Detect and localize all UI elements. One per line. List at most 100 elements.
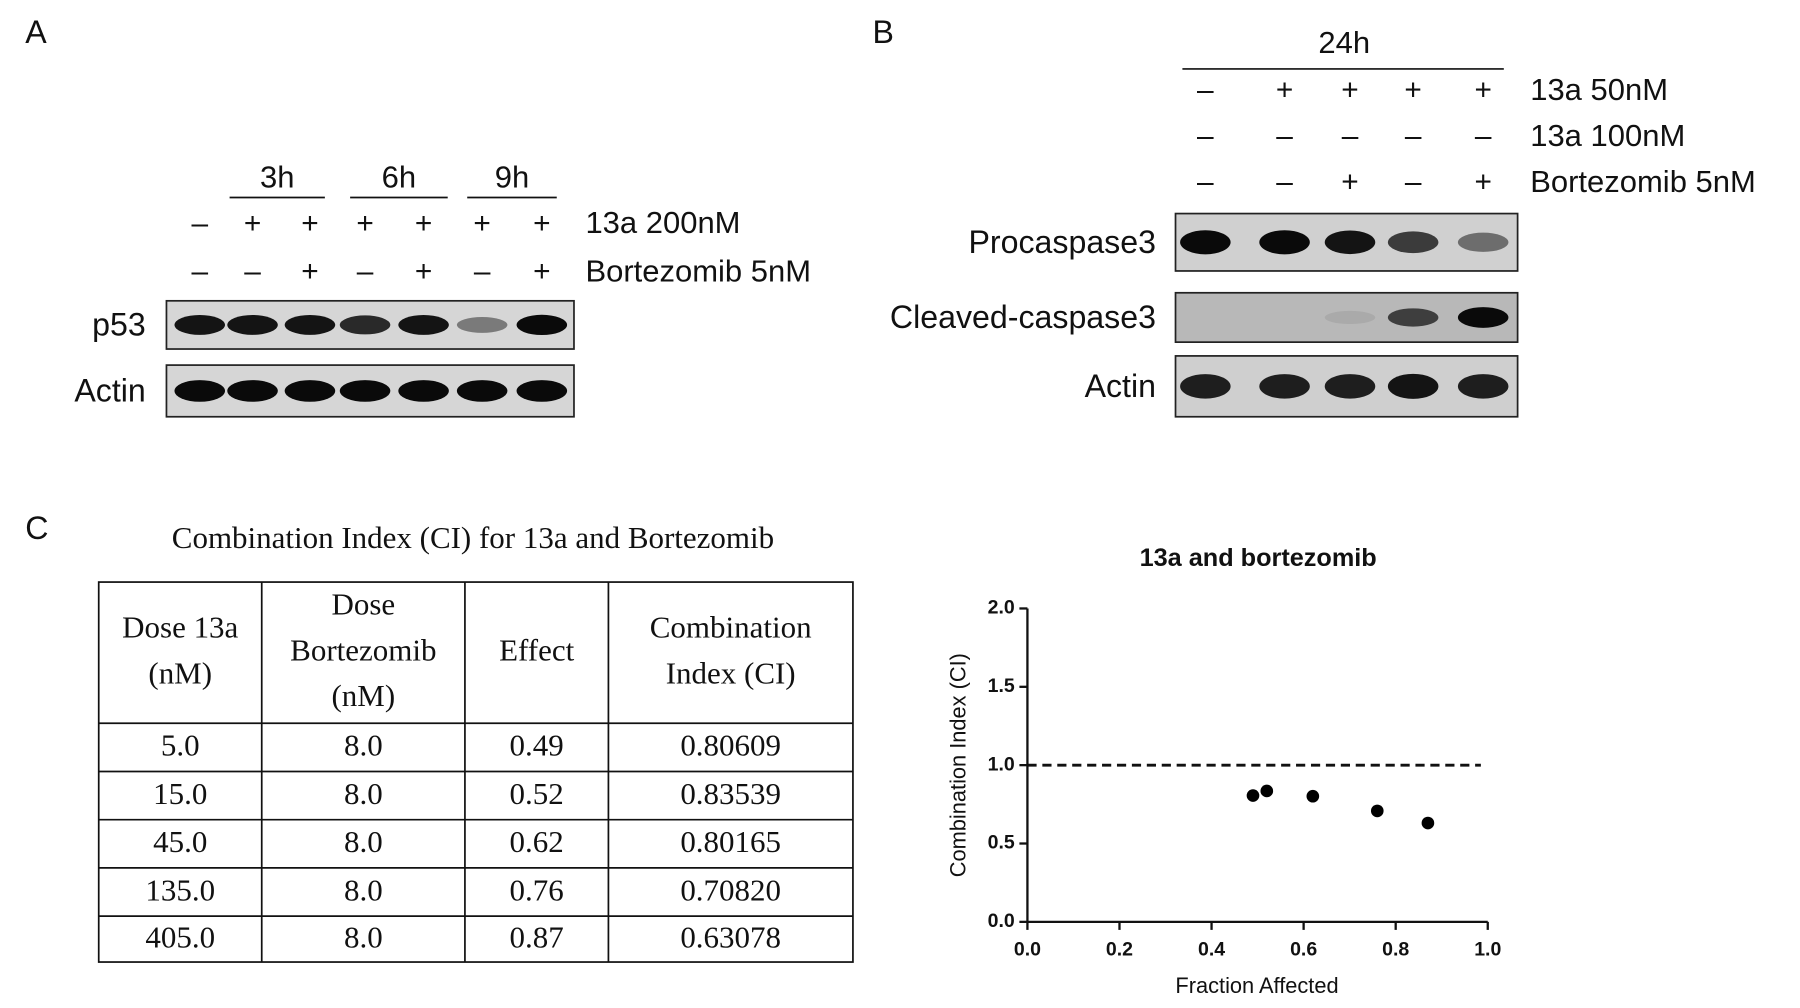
table-header: Dose <box>331 586 395 621</box>
table-cell: 8.0 <box>344 872 383 907</box>
timepoint-label: 3h <box>260 159 294 194</box>
panel-label: B <box>872 14 893 50</box>
treatment-sign: – <box>191 207 208 240</box>
x-tick-label: 1.0 <box>1474 939 1501 961</box>
treatment-sign: + <box>533 207 550 240</box>
blot-band <box>284 380 336 402</box>
table-header: Index (CI) <box>666 655 796 690</box>
data-point <box>1370 804 1384 818</box>
blot-label: Actin <box>74 373 145 409</box>
table-cell: 8.0 <box>344 919 383 954</box>
blot-label: p53 <box>92 307 146 343</box>
table-cell: 8.0 <box>344 776 383 811</box>
table-cell: 5.0 <box>161 728 200 763</box>
treatment-sign: – <box>244 255 261 288</box>
blot-band <box>339 315 391 335</box>
table-cell: 8.0 <box>344 728 383 763</box>
treatment-sign: – <box>1405 166 1422 199</box>
table-cell: 0.83539 <box>680 776 781 811</box>
table-cell: 0.80165 <box>680 824 781 859</box>
y-axis-label: Combination Index (CI) <box>945 653 970 877</box>
table-cell: 0.80609 <box>680 728 781 763</box>
table-header: (nM) <box>148 655 212 690</box>
blot-label: Cleaved-caspase3 <box>890 299 1156 335</box>
blot-band <box>227 380 278 402</box>
table-title: Combination Index (CI) for 13a and Borte… <box>172 520 774 555</box>
x-tick-label: 0.6 <box>1290 939 1317 961</box>
table-cell: 0.87 <box>510 919 564 954</box>
treatment-sign: + <box>1404 74 1421 107</box>
treatment-sign: + <box>473 207 490 240</box>
treatment-sign: – <box>474 255 491 288</box>
treatment-label: 13a 200nM <box>585 205 740 240</box>
blot-band <box>1457 374 1509 399</box>
treatment-sign: + <box>533 255 550 288</box>
table-cell: 0.76 <box>510 872 564 907</box>
blot-band <box>339 380 391 402</box>
y-tick-label: 0.0 <box>988 910 1015 932</box>
x-tick-label: 0.0 <box>1014 939 1041 961</box>
treatment-sign: – <box>1197 120 1214 153</box>
x-tick-label: 0.8 <box>1382 939 1409 961</box>
treatment-sign: + <box>1341 74 1358 107</box>
y-tick-label: 0.5 <box>988 832 1015 854</box>
table-header: Dose 13a <box>122 609 238 644</box>
y-tick-label: 2.0 <box>988 597 1015 619</box>
blot-band <box>1387 231 1439 254</box>
x-tick-label: 0.4 <box>1198 939 1225 961</box>
data-point <box>1306 789 1320 803</box>
table-cell: 0.62 <box>510 824 564 859</box>
treatment-label: Bortezomib 5nM <box>1530 164 1756 199</box>
treatment-sign: – <box>1276 120 1293 153</box>
treatment-sign: + <box>356 207 373 240</box>
blot-band <box>1324 230 1376 255</box>
blot-band <box>398 314 449 335</box>
table-cell: 405.0 <box>145 919 215 954</box>
blot-band <box>1387 308 1439 327</box>
data-point <box>1260 784 1274 798</box>
blot-band <box>516 380 568 402</box>
table-header: Effect <box>499 632 575 667</box>
treatment-sign: – <box>1276 166 1293 199</box>
blot-band <box>174 314 225 335</box>
table-cell: 8.0 <box>344 824 383 859</box>
table-cell: 15.0 <box>153 776 207 811</box>
treatment-sign: + <box>1474 74 1491 107</box>
blot-band <box>398 380 449 402</box>
treatment-sign: + <box>244 207 261 240</box>
blot-band <box>456 380 508 402</box>
treatment-sign: + <box>1474 166 1491 199</box>
treatment-sign: – <box>1342 120 1359 153</box>
table-cell: 0.63078 <box>680 919 781 954</box>
chart-title: 13a and bortezomib <box>1140 544 1377 572</box>
blot-band <box>284 314 336 335</box>
blot-label: Actin <box>1085 368 1156 404</box>
table-header: Bortezomib <box>290 632 436 667</box>
blot-band <box>1259 374 1310 399</box>
blot-band <box>1387 373 1439 399</box>
panel-label: A <box>25 14 47 50</box>
blot-band <box>1180 374 1231 399</box>
table-cell: 45.0 <box>153 824 207 859</box>
timepoint-label: 6h <box>382 159 416 194</box>
treatment-label: 13a 100nM <box>1530 118 1685 153</box>
treatment-sign: + <box>1341 166 1358 199</box>
x-tick-label: 0.2 <box>1106 939 1133 961</box>
table-header: (nM) <box>331 678 395 713</box>
blot-band <box>227 314 278 335</box>
blot-band <box>516 314 568 336</box>
treatment-sign: + <box>301 255 318 288</box>
treatment-sign: – <box>1197 166 1214 199</box>
blot-band <box>1457 232 1509 252</box>
table-cell: 0.70820 <box>680 872 781 907</box>
y-tick-label: 1.0 <box>988 753 1015 775</box>
blot-band <box>1259 230 1310 255</box>
treatment-sign: + <box>415 207 432 240</box>
y-tick-label: 1.5 <box>988 675 1015 697</box>
panel-label: C <box>25 510 48 546</box>
blot-band <box>1457 307 1509 328</box>
treatment-sign: – <box>357 255 374 288</box>
timepoint-label: 9h <box>495 159 529 194</box>
